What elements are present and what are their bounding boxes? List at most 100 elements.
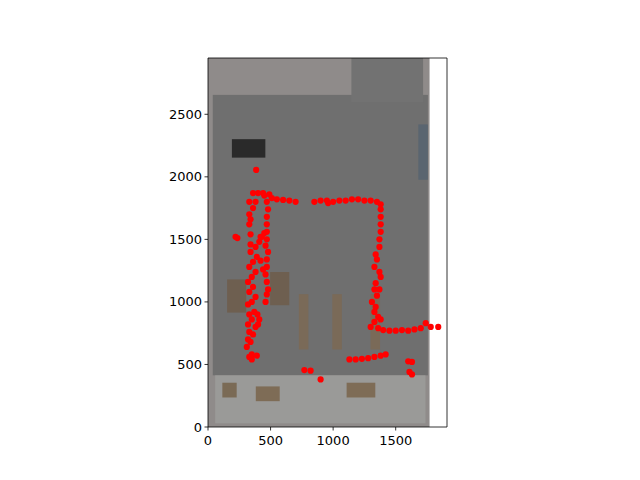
scatter-point (380, 327, 386, 333)
scatter-point (393, 328, 399, 334)
scatter-point (264, 229, 270, 235)
scatter-point (265, 206, 271, 212)
floor-plan-region (208, 58, 430, 427)
scatter-point (318, 197, 324, 203)
scatter-point (246, 211, 252, 217)
x-tick (333, 427, 334, 431)
y-tick (205, 301, 209, 302)
scatter-point (245, 321, 251, 327)
x-tick-label: 0 (204, 433, 212, 448)
floor-plan-region (256, 386, 280, 401)
y-tick (205, 364, 209, 365)
scatter-point (361, 197, 367, 203)
y-tick (205, 427, 209, 428)
scatter-point (274, 196, 280, 202)
scatter-point (383, 351, 389, 357)
scatter-point (374, 256, 380, 262)
scatter-point (376, 244, 382, 250)
scatter-point (247, 339, 253, 345)
scatter-point (411, 326, 417, 332)
scatter-point (249, 274, 255, 280)
scatter-point (246, 289, 252, 295)
chart-svg: 05001000150005001000150020002500 (0, 0, 640, 480)
scatter-point (257, 234, 263, 240)
scatter-point (371, 319, 377, 325)
scatter-point (246, 264, 252, 270)
scatter-point (252, 199, 258, 205)
scatter-point (252, 269, 258, 275)
scatter-point (252, 294, 258, 300)
x-tick (270, 427, 271, 431)
y-tick-label: 1000 (169, 294, 202, 309)
scatter-point (308, 368, 314, 374)
scatter-point (264, 199, 270, 205)
scatter-point (399, 327, 405, 333)
scatter-points (232, 167, 441, 383)
scatter-point (423, 320, 429, 326)
scatter-point (265, 286, 271, 292)
scatter-point (265, 249, 271, 255)
scatter-point (247, 231, 253, 237)
y-tick-label: 1500 (169, 232, 202, 247)
scatter-point (286, 197, 292, 203)
scatter-point (336, 197, 342, 203)
scatter-point (253, 167, 259, 173)
scatter-point (359, 356, 365, 362)
scatter-point (373, 280, 379, 286)
scatter-point (378, 214, 384, 220)
scatter-point (369, 299, 375, 305)
scatter-point (264, 214, 270, 220)
scatter-point (250, 205, 256, 211)
floor-plan-region (347, 383, 376, 398)
scatter-point (245, 279, 251, 285)
scatter-point (353, 356, 359, 362)
scatter-point (435, 324, 441, 330)
y-tick (205, 114, 209, 115)
scatter-point (368, 197, 374, 203)
floor-plan-region (227, 279, 246, 312)
floor-plan-region (418, 124, 428, 179)
scatter-point (246, 199, 252, 205)
scatter-point (318, 376, 324, 382)
scatter-point (378, 229, 384, 235)
x-tick (208, 427, 209, 431)
floor-plan-image (208, 58, 430, 427)
x-tick-label: 500 (258, 433, 283, 448)
scatter-point (249, 356, 255, 362)
scatter-point (262, 243, 268, 249)
scatter-point (386, 328, 392, 334)
scatter-point (343, 197, 349, 203)
scatter-point (349, 196, 355, 202)
floor-plan-region (213, 95, 428, 375)
scatter-point (250, 259, 256, 265)
scatter-point (378, 274, 384, 280)
floor-plan-region (270, 272, 289, 305)
scatter-point (292, 199, 298, 205)
axis-bottom (208, 427, 447, 428)
scatter-point (247, 249, 253, 255)
x-tick (395, 427, 396, 431)
scatter-point (378, 206, 384, 212)
floor-plan-region (215, 375, 425, 423)
scatter-point (355, 196, 361, 202)
scatter-point (368, 324, 374, 330)
scatter-point (371, 264, 377, 270)
scatter-point (244, 344, 250, 350)
scatter-point (378, 221, 384, 227)
scatter-point (374, 293, 380, 299)
scatter-point (365, 355, 371, 361)
scatter-point (257, 258, 263, 264)
y-tick (205, 176, 209, 177)
scatter-point (247, 241, 253, 247)
scatter-point (376, 236, 382, 242)
scatter-point (254, 353, 260, 359)
y-tick-label: 2500 (169, 107, 202, 122)
scatter-point (264, 221, 270, 227)
scatter-point (405, 328, 411, 334)
scatter-point (418, 325, 424, 331)
floor-plan-region (351, 58, 423, 102)
scatter-point (371, 354, 377, 360)
scatter-point (264, 279, 270, 285)
floor-plan-region (222, 383, 236, 398)
y-tick-label: 2000 (169, 169, 202, 184)
